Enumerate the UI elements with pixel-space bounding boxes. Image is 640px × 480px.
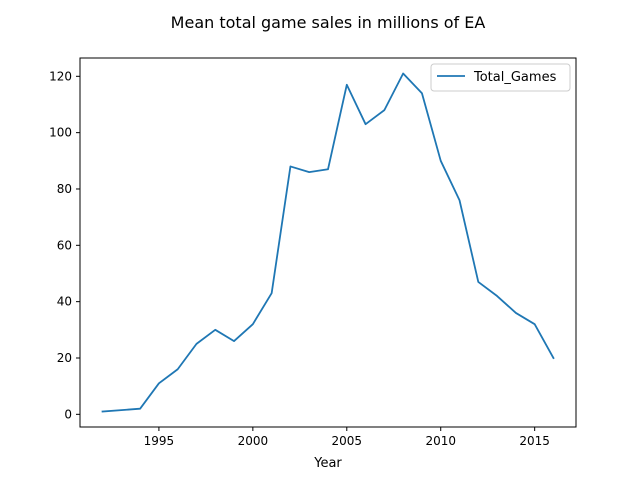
legend: Total_Games	[430, 63, 571, 92]
legend-label: Total_Games	[473, 70, 557, 85]
y-tick-label: 20	[57, 351, 72, 365]
axes-frame	[79, 57, 577, 428]
x-tick-label: 2005	[332, 434, 363, 448]
x-tick-label: 2015	[519, 434, 550, 448]
plot-area: 1995 2000 2005 2010 2015 0 20 40 60 80 100 120	[49, 57, 577, 448]
y-tick-label: 120	[49, 69, 72, 83]
chart-title: Mean total game sales in millions of EA	[171, 13, 486, 32]
y-tick-label: 40	[57, 295, 72, 309]
x-axis-label: Year	[313, 456, 342, 471]
legend-frame	[430, 63, 571, 92]
y-tick-label: 100	[49, 126, 72, 140]
y-tick-label: 80	[57, 182, 72, 196]
x-tick-label: 2010	[425, 434, 456, 448]
x-tick-label: 1995	[144, 434, 175, 448]
series-line-total-games	[101, 72, 555, 413]
x-tick-label: 2000	[238, 434, 269, 448]
y-tick-label: 0	[64, 407, 72, 421]
y-tick-label: 60	[57, 238, 72, 252]
